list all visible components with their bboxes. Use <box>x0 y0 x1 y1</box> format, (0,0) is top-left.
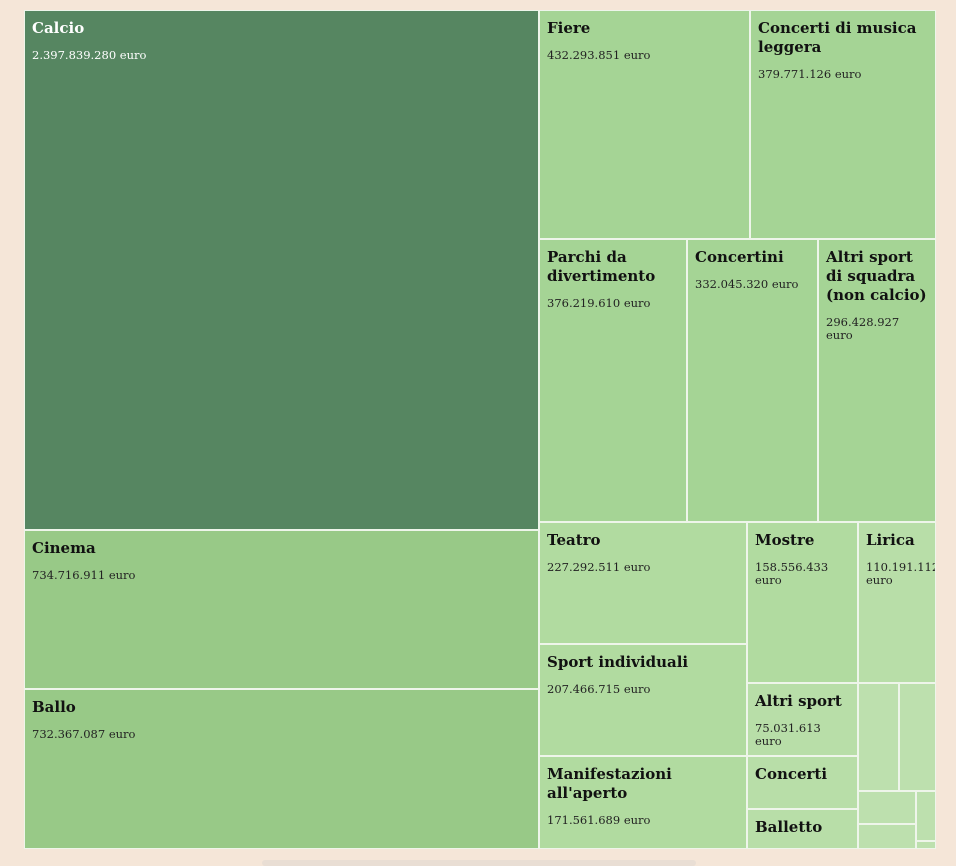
cell-label: Parchi da divertimento <box>547 248 656 285</box>
treemap-cell-altri-sport-di-squadra-non-calcio[interactable]: Altri sport di squadra (non calcio) 296.4… <box>818 239 936 522</box>
treemap-cell-concerti-di-musica-leggera[interactable]: Concerti di musica leggera 379.771.126 eu… <box>750 10 936 239</box>
cell-label: Mostre <box>755 531 815 549</box>
cell-value: 732.367.087 euro <box>32 727 136 741</box>
treemap-cell-balletto[interactable]: Balletto <box>747 809 858 849</box>
cell-value: 734.716.911 euro <box>32 568 136 582</box>
cell-value: 75.031.613 euro <box>755 721 821 748</box>
treemap-cell-cinema[interactable]: Cinema 734.716.911 euro <box>24 530 539 689</box>
treemap-cell-teatro[interactable]: Teatro 227.292.511 euro <box>539 522 747 644</box>
cell-value: 379.771.126 euro <box>758 67 862 81</box>
treemap-cell-small[interactable] <box>916 791 936 841</box>
scroll-indicator <box>262 860 696 866</box>
cell-label: Cinema <box>32 539 96 557</box>
cell-label: Manifestazioni all'aperto <box>547 765 672 802</box>
cell-label: Balletto <box>755 818 823 836</box>
treemap-cell-small[interactable] <box>858 791 916 824</box>
cell-label: Sport individuali <box>547 653 689 671</box>
treemap-cell-manifestazioni-all-aperto[interactable]: Manifestazioni all'aperto 171.561.689 eur… <box>539 756 747 849</box>
treemap-cell-concertini[interactable]: Concertini 332.045.320 euro <box>687 239 818 522</box>
cell-value: 227.292.511 euro <box>547 560 651 574</box>
cell-value: 207.466.715 euro <box>547 682 651 696</box>
cell-value: 2.397.839.280 euro <box>32 48 147 62</box>
treemap-cell-altri-sport[interactable]: Altri sport 75.031.613 euro <box>747 683 858 756</box>
treemap-cell-concerti[interactable]: Concerti <box>747 756 858 809</box>
cell-label: Calcio <box>32 19 85 37</box>
treemap-cell-sport-individuali[interactable]: Sport individuali 207.466.715 euro <box>539 644 747 756</box>
cell-label: Concerti <box>755 765 828 783</box>
cell-label: Altri sport di squadra (non calcio) <box>826 248 927 304</box>
treemap-cell-parchi-da-divertimento[interactable]: Parchi da divertimento 376.219.610 euro <box>539 239 687 522</box>
cell-label: Fiere <box>547 19 591 37</box>
treemap-cell-small[interactable] <box>858 824 916 849</box>
treemap-cell-mostre[interactable]: Mostre 158.556.433 euro <box>747 522 858 683</box>
cell-label: Concertini <box>695 248 784 266</box>
treemap-cell-fiere[interactable]: Fiere 432.293.851 euro <box>539 10 750 239</box>
treemap-cell-small[interactable] <box>916 841 936 849</box>
treemap-cell-small[interactable] <box>899 683 936 791</box>
cell-label: Concerti di musica leggera <box>758 19 917 56</box>
cell-value: 432.293.851 euro <box>547 48 651 62</box>
cell-value: 296.428.927 euro <box>826 315 900 342</box>
treemap-cell-small[interactable] <box>858 683 899 791</box>
cell-value: 332.045.320 euro <box>695 277 799 291</box>
cell-value: 171.561.689 euro <box>547 813 651 827</box>
cell-label: Lirica <box>866 531 915 549</box>
cell-value: 158.556.433 euro <box>755 560 829 587</box>
cell-label: Teatro <box>547 531 601 549</box>
treemap-cell-ballo[interactable]: Ballo 732.367.087 euro <box>24 689 539 849</box>
treemap-cell-lirica[interactable]: Lirica 110.191.112 euro <box>858 522 936 683</box>
cell-label: Ballo <box>32 698 76 716</box>
cell-value: 110.191.112 euro <box>866 560 936 587</box>
treemap-chart: Calcio 2.397.839.280 euro Cinema 734.716.91… <box>24 10 936 849</box>
cell-value: 376.219.610 euro <box>547 296 651 310</box>
cell-label: Altri sport <box>755 692 842 710</box>
treemap-cell-calcio[interactable]: Calcio 2.397.839.280 euro <box>24 10 539 530</box>
